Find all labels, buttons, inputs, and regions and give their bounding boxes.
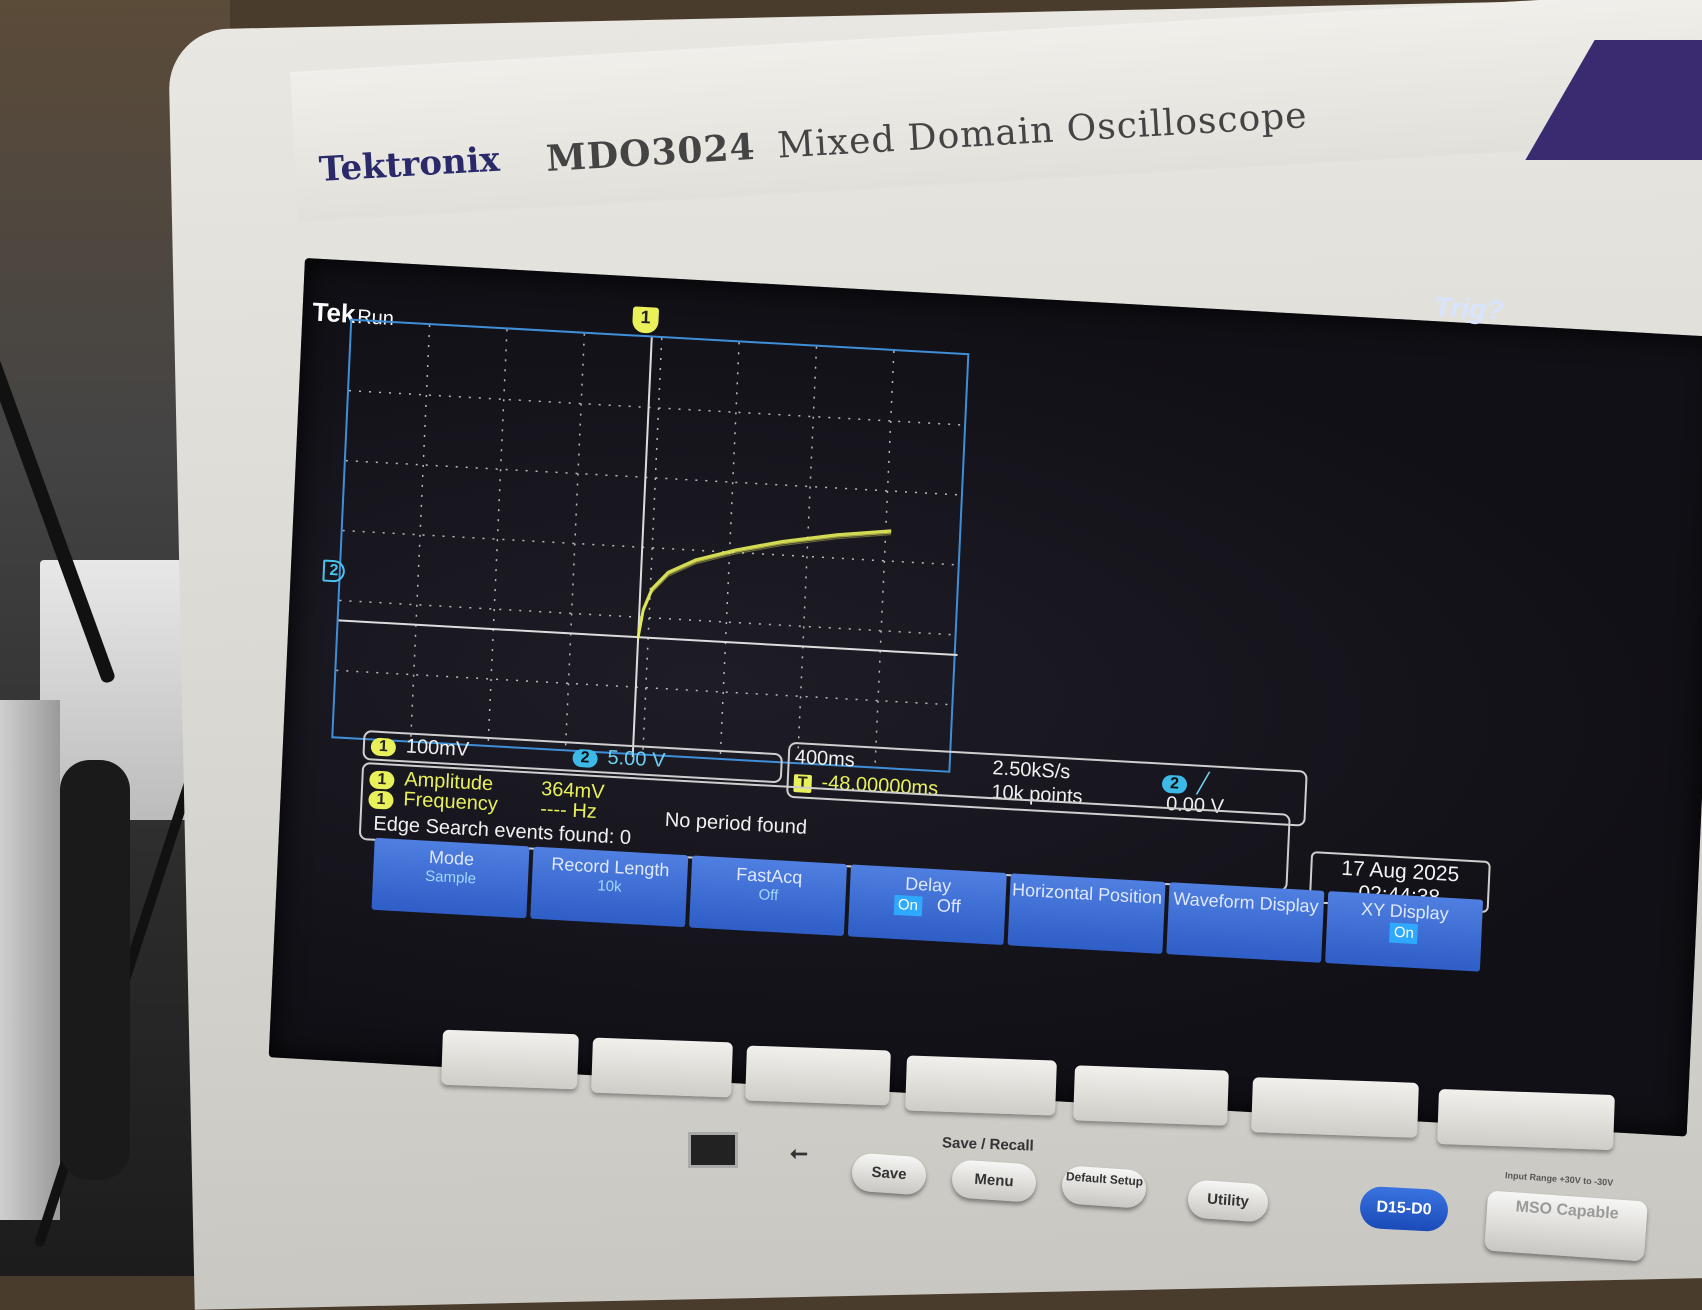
menu-delay[interactable]: Delay On Off bbox=[848, 864, 1007, 946]
save-recall-label: Save / Recall bbox=[941, 1134, 1035, 1155]
menu-delay-label: Delay bbox=[904, 873, 952, 897]
grid-line-h bbox=[348, 389, 969, 427]
xy-graticule bbox=[331, 318, 970, 773]
softkey-1[interactable] bbox=[441, 1029, 579, 1090]
grid-line-v bbox=[564, 333, 586, 754]
ch2-badge: 2 bbox=[572, 748, 598, 769]
meas2-label: Frequency bbox=[402, 788, 499, 816]
ch1-badge: 1 bbox=[370, 737, 397, 757]
utility-button[interactable]: Utility bbox=[1186, 1179, 1270, 1223]
xy-trace bbox=[637, 531, 892, 640]
grid-line-v bbox=[874, 350, 895, 771]
menu-fastacq[interactable]: FastAcq Off bbox=[689, 855, 848, 937]
menu-xy-display-label: XY Display bbox=[1360, 898, 1450, 924]
menu-delay-off: Off bbox=[936, 895, 962, 917]
trigger-source-badge: 2 bbox=[1161, 774, 1188, 795]
softkey-6[interactable] bbox=[1251, 1077, 1419, 1138]
menu-waveform-display[interactable]: Waveform Display bbox=[1166, 882, 1325, 963]
sample-rate: 2.50kS/s bbox=[992, 757, 1071, 784]
menu-mode-value: Sample bbox=[424, 867, 477, 888]
background-panel bbox=[0, 700, 60, 1220]
meas2-badge: 1 bbox=[368, 790, 394, 810]
menu-fastacq-label: FastAcq bbox=[735, 864, 803, 888]
default-setup-button[interactable]: Default Setup bbox=[1060, 1165, 1148, 1209]
menu-mode[interactable]: Mode Sample bbox=[371, 837, 530, 919]
center-axis-h bbox=[338, 619, 958, 657]
menu-xy-display[interactable]: XY Display On bbox=[1324, 891, 1484, 972]
softkey-2[interactable] bbox=[591, 1037, 733, 1098]
usb-icon: ⭠ bbox=[790, 1140, 808, 1165]
grid-line-h bbox=[336, 669, 956, 706]
usb-port[interactable] bbox=[688, 1132, 738, 1168]
ch1-scale: 100mV bbox=[405, 735, 470, 761]
grid-line-h bbox=[345, 459, 965, 496]
menu-waveform-display-label: Waveform Display bbox=[1172, 888, 1320, 917]
menu-delay-on: On bbox=[893, 894, 923, 917]
digital-channels-button[interactable]: D15-D0 bbox=[1358, 1185, 1450, 1233]
softkey-3[interactable] bbox=[745, 1045, 891, 1106]
graticule-svg bbox=[336, 325, 969, 771]
menu-mode-label: Mode bbox=[428, 846, 475, 870]
grid-line-h bbox=[339, 599, 959, 636]
mso-capable-label: MSO Capable bbox=[1484, 1190, 1648, 1262]
center-axis-v bbox=[631, 337, 653, 758]
menu-horizontal-position-label: Horizontal Position bbox=[1011, 879, 1163, 908]
menu-record-length[interactable]: Record Length 10k bbox=[530, 846, 689, 928]
softkey-5[interactable] bbox=[1073, 1065, 1229, 1126]
grid-line-v bbox=[487, 329, 508, 749]
save-button[interactable]: Save bbox=[850, 1152, 928, 1196]
channel1-marker: 1 bbox=[631, 306, 660, 334]
softkey-4[interactable] bbox=[905, 1055, 1057, 1116]
menu-horizontal-position[interactable]: Horizontal Position bbox=[1007, 873, 1166, 954]
meas2-value: ---- Hz bbox=[539, 797, 598, 824]
menu-fastacq-value: Off bbox=[758, 886, 779, 905]
trigger-status: Trig? bbox=[1433, 291, 1505, 326]
xy-trace bbox=[637, 534, 892, 642]
timebase: 400ms bbox=[794, 746, 856, 772]
grid-line-h bbox=[342, 529, 962, 566]
rising-edge-icon: ╱ bbox=[1196, 772, 1210, 796]
menu-xy-display-value: On bbox=[1389, 922, 1419, 945]
cable-coil bbox=[60, 760, 130, 1180]
ch2-scale: 5.00 V bbox=[607, 746, 666, 772]
scope-screen: TekRun Trig? 1 2 1 100mV 2 5.00 V 400ms T-… bbox=[268, 258, 1702, 1137]
softkey-7[interactable] bbox=[1437, 1088, 1615, 1151]
menu-button[interactable]: Menu bbox=[950, 1159, 1038, 1203]
